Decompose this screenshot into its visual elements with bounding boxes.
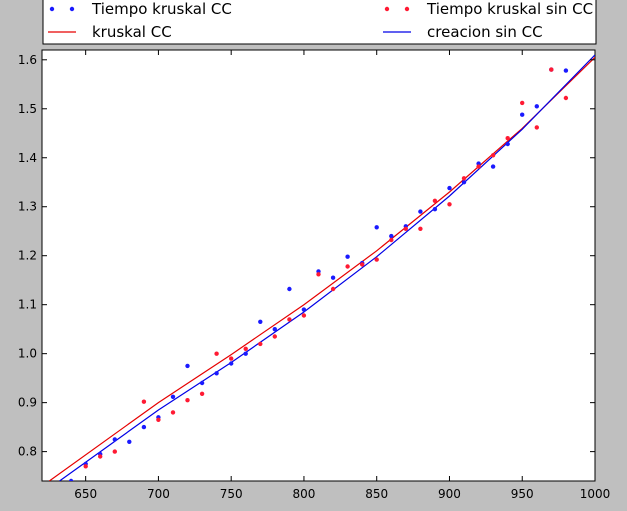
data-point — [301, 313, 307, 318]
data-point — [185, 398, 190, 403]
data-point — [170, 410, 176, 415]
data-point — [330, 286, 336, 292]
legend-label: Tiempo kruskal CC — [91, 0, 232, 18]
data-point — [301, 307, 307, 312]
legend-marker — [404, 6, 410, 12]
legend-marker — [384, 6, 390, 12]
tick-layer: 650 700 750 800 850 900 950 1000 0.8 0.9 1.0 1.1 1.2… — [18, 50, 610, 501]
data-point — [345, 264, 350, 269]
x-tick-label: 750 — [220, 487, 243, 501]
y-tick-label: 1.3 — [18, 200, 37, 214]
legend-label: creacion sin CC — [427, 23, 543, 41]
data-point — [170, 394, 176, 399]
data-point — [229, 361, 234, 366]
data-point — [141, 399, 147, 404]
data-point — [461, 180, 467, 185]
plot-area — [41, 49, 596, 482]
data-point — [83, 464, 88, 469]
x-tick-label: 700 — [147, 487, 170, 501]
data-point — [199, 391, 205, 396]
data-point — [403, 226, 408, 231]
data-point — [549, 67, 554, 72]
data-point — [330, 275, 336, 280]
data-point — [229, 356, 234, 361]
data-point — [490, 164, 496, 169]
x-tick-label: 850 — [365, 487, 388, 501]
data-point — [68, 478, 74, 481]
y-tick-label: 1.4 — [18, 151, 37, 165]
data-point — [534, 125, 539, 130]
y-tick-label: 1.0 — [18, 347, 37, 361]
data-point — [447, 185, 452, 191]
data-point — [447, 202, 452, 207]
data-point — [374, 257, 379, 262]
data-point — [505, 136, 510, 141]
data-point — [141, 424, 147, 430]
legend-marker — [49, 6, 55, 12]
data-point — [520, 112, 525, 117]
data-point — [214, 351, 219, 356]
legend: Tiempo kruskal CC Tiempo kruskal sin CC kr… — [42, 0, 597, 45]
data-point — [258, 319, 263, 324]
y-tick-label: 1.6 — [18, 53, 37, 67]
data-point — [418, 209, 423, 214]
data-point — [214, 371, 219, 376]
data-point — [389, 233, 394, 239]
y-tick-label: 0.9 — [18, 396, 37, 410]
data-point — [389, 237, 394, 243]
data-point — [461, 176, 467, 181]
x-tick-label: 900 — [438, 487, 461, 501]
y-tick-label: 1.1 — [18, 298, 37, 312]
legend-marker — [69, 6, 75, 12]
x-tick-label: 650 — [74, 487, 97, 501]
data-point — [505, 141, 510, 147]
series-line-2 — [48, 56, 595, 481]
data-point — [418, 226, 423, 231]
data-point — [345, 254, 350, 259]
data-point — [287, 317, 292, 322]
data-point — [243, 351, 248, 356]
x-tick-label: 800 — [292, 487, 315, 501]
data-point — [258, 341, 263, 347]
y-tick-label: 1.2 — [18, 249, 37, 263]
legend-label: Tiempo kruskal sin CC — [426, 0, 593, 18]
data-point — [360, 262, 365, 267]
y-tick-label: 0.8 — [18, 445, 37, 459]
data-point — [534, 104, 539, 109]
data-point — [374, 225, 379, 230]
series-line-3 — [59, 54, 595, 481]
legend-label: kruskal CC — [92, 23, 172, 41]
data-point — [316, 272, 321, 277]
data-point — [432, 207, 438, 212]
data-point — [98, 454, 103, 459]
data-point — [199, 380, 205, 386]
data-point — [432, 198, 438, 203]
data-point — [272, 334, 277, 339]
data-point — [156, 417, 161, 422]
data-point — [112, 449, 118, 454]
data-point — [563, 68, 569, 73]
x-tick-label: 950 — [511, 487, 534, 501]
x-tick-label: 1000 — [580, 487, 611, 501]
y-tick-label: 1.5 — [18, 102, 37, 116]
data-point — [272, 327, 277, 332]
legend-box — [42, 0, 597, 45]
data-point — [127, 439, 132, 444]
data-point — [476, 164, 481, 169]
data-point — [243, 346, 248, 351]
series-layer — [48, 54, 595, 481]
data-point — [520, 100, 525, 106]
data-point — [185, 363, 190, 369]
data-point — [563, 95, 569, 101]
data-point — [112, 437, 118, 442]
data-point — [490, 153, 496, 158]
data-point — [287, 286, 292, 292]
